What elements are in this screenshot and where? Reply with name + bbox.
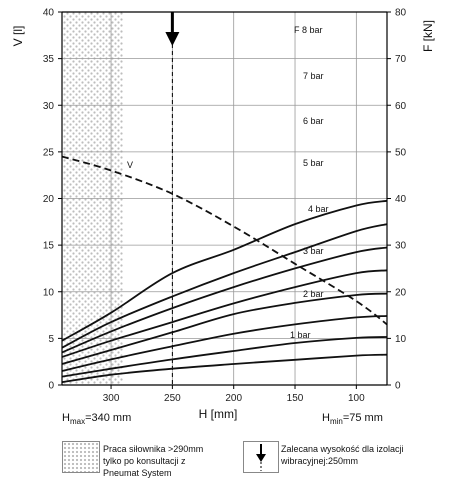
- x-tick-label-250: 250: [164, 393, 181, 404]
- x-tick-label-200: 200: [225, 393, 242, 404]
- series-label-5-bar: 5 bar: [303, 158, 324, 168]
- y-right-tick-label-0: 0: [395, 381, 401, 392]
- series-label-4-bar: 4 bar: [308, 204, 329, 214]
- series-label-f-8-bar: F 8 bar: [294, 25, 323, 35]
- y-left-tick-label-30: 30: [43, 101, 55, 112]
- series-line-7-bar: [61, 223, 388, 349]
- recommended-height-arrow-head: [165, 32, 180, 46]
- hmin-label: Hmin=75 mm: [322, 412, 383, 427]
- legend-hatched-swatch: [62, 441, 100, 473]
- series-label-3-bar: 3 bar: [303, 246, 324, 256]
- series-line-5-bar: [61, 269, 388, 358]
- hmax-label: Hmax=340 mm: [62, 412, 132, 427]
- x-tick-label-300: 300: [103, 393, 120, 404]
- x-tick-label-100: 100: [348, 393, 365, 404]
- y-left-tick-label-40: 40: [43, 8, 55, 19]
- y-left-tick-label-5: 5: [48, 334, 54, 345]
- y-left-axis-title: V [l]: [11, 26, 25, 47]
- y-left-tick-label-10: 10: [43, 287, 55, 298]
- series-line-3-bar: [61, 315, 388, 372]
- series-label-v: V: [127, 160, 133, 170]
- y-right-tick-label-50: 50: [395, 147, 407, 158]
- series-line-1-bar: [61, 353, 388, 384]
- y-left-tick-label-20: 20: [43, 194, 55, 205]
- legend-hatched-text: Praca siłownika >290mm tylko po konsulta…: [103, 444, 204, 478]
- series-label-6-bar: 6 bar: [303, 116, 324, 126]
- y-right-tick-label-70: 70: [395, 54, 407, 65]
- x-tick-label-150: 150: [287, 393, 304, 404]
- y-right-tick-label-20: 20: [395, 287, 407, 298]
- y-left-tick-label-0: 0: [48, 381, 54, 392]
- series-line-2-bar: [61, 336, 388, 378]
- y-right-tick-label-30: 30: [395, 241, 407, 252]
- series-line-6-bar: [61, 246, 388, 354]
- legend-arrow-swatch: [243, 441, 279, 473]
- series-label-2-bar: 2 bar: [303, 289, 324, 299]
- y-right-axis-title: F [kN]: [421, 20, 435, 52]
- y-right-tick-label-80: 80: [395, 8, 407, 19]
- y-left-tick-label-25: 25: [43, 147, 55, 158]
- series-line-4-bar: [61, 292, 388, 365]
- x-axis-title: H [mm]: [199, 407, 238, 421]
- y-right-tick-label-10: 10: [395, 334, 407, 345]
- y-right-tick-label-60: 60: [395, 101, 407, 112]
- legend-arrow-text: Zalecana wysokość dla izolacji wibracyjn…: [281, 444, 404, 466]
- y-left-tick-label-15: 15: [43, 241, 55, 252]
- arrow-down-icon: [256, 444, 266, 471]
- series-label-7-bar: 7 bar: [303, 71, 324, 81]
- y-right-tick-label-40: 40: [395, 194, 407, 205]
- series-label-1-bar: 1 bar: [290, 330, 311, 340]
- series-line-f-8-bar: [61, 199, 388, 342]
- y-left-tick-label-35: 35: [43, 54, 55, 65]
